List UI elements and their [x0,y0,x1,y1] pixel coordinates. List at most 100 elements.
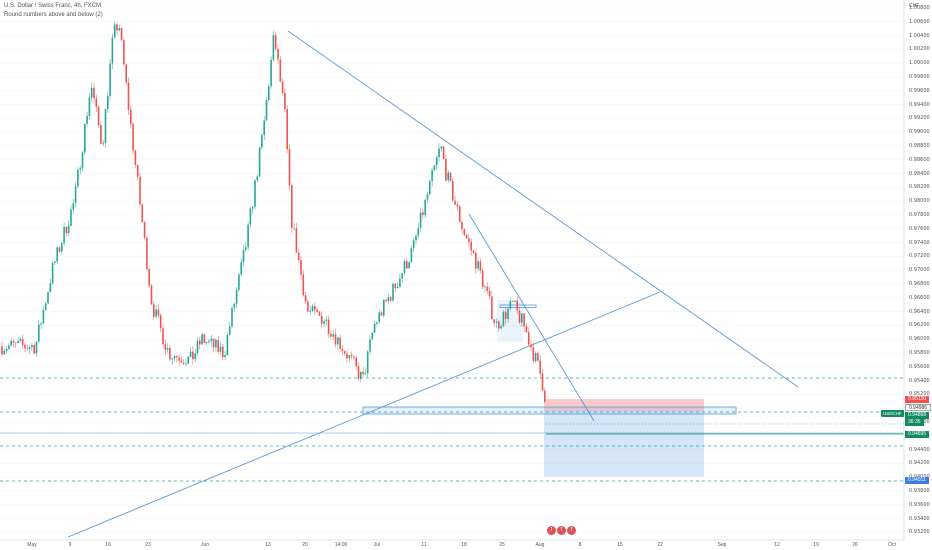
candle-body [442,146,445,159]
candle-body [426,194,429,200]
candle-body [518,310,521,323]
candle-body [408,262,410,269]
candle-body [383,299,385,316]
candle-body [54,261,56,263]
candle-body [484,286,486,288]
candle-body [10,340,12,346]
candle-body [316,309,318,312]
candle-body [371,332,374,340]
candle-body [511,301,514,302]
candle-body [180,360,183,363]
candle-body [491,296,493,320]
candle-body [113,24,116,38]
candle-body [447,172,449,181]
candle-body [141,204,144,223]
candle-body [111,37,114,64]
countdown-tag: 36:35 [905,419,924,426]
candle-body [456,204,459,207]
candle-body [268,86,270,101]
candle-body [314,306,316,310]
price-tick-label: 0.98000 [909,198,930,205]
price-tick-label: 0.95600 [909,363,930,370]
horizontal-levels[interactable] [0,377,904,482]
candle-body [355,357,357,366]
candle-body [509,301,512,309]
candle-body [125,64,127,83]
candle-body [148,269,150,286]
candle-body [153,304,155,317]
candle-body [307,301,309,312]
candle-body [537,353,539,361]
candle-body [102,142,104,144]
candle-body [357,365,360,379]
time-tick-label: 11 [421,542,427,548]
candle-body [392,283,394,301]
candle-body [458,206,461,222]
indicator-label[interactable]: Round numbers above and below (2) [4,12,103,18]
event-icon[interactable]: ! [547,526,556,535]
candle-body [104,108,107,143]
candle-body [242,249,245,263]
price-tick-label: 0.99200 [909,115,930,122]
time-tick-label: 15 [617,542,623,548]
candle-body [378,312,380,322]
candle-body [24,344,26,349]
candle-body [438,148,440,158]
price-tick-label: 0.96600 [909,294,930,301]
candle-body [544,390,546,402]
candle-body [61,243,63,252]
candle-body [346,353,348,359]
candle-body [327,319,330,334]
candle-body [401,273,403,279]
candle-body [247,224,249,248]
candle-body [323,320,325,324]
candle-body [309,310,311,312]
candle-body [272,35,275,60]
candle-body [189,351,192,357]
candle-body [100,125,102,144]
candle-body [465,234,468,239]
candle-body [493,319,495,323]
currency-label: CHF [909,3,920,9]
position-zones[interactable] [362,300,737,477]
candle-body [240,262,242,275]
event-icon[interactable]: ! [557,526,566,535]
candle-body [93,87,95,99]
price-tick-label: 0.97000 [909,267,930,274]
candle-body [302,274,305,296]
support-zone [362,406,737,415]
price-tick-label: 0.98600 [909,156,930,163]
candle-body [249,208,252,225]
candle-body [201,334,203,345]
candle-body [136,164,139,177]
trendlines[interactable] [67,30,799,538]
candle-body [84,123,86,153]
candle-body [120,28,123,40]
candle-body [226,334,229,356]
candle-body [38,324,40,342]
candle-body [412,240,415,249]
candle-body [212,338,215,348]
short-trendline [468,213,595,422]
candle-body [516,300,518,311]
candle-body [5,348,8,351]
price-tick-label: 1.00600 [909,18,930,25]
entry-price-tag: 0.94986 [905,404,932,411]
candle-body [534,353,537,361]
event-icon[interactable]: ! [567,526,576,535]
level-price-tag: 0.94695 [905,431,930,438]
price-tick-label: 0.93400 [909,515,930,522]
candle-body [532,347,535,361]
price-tick-label: 0.94200 [909,460,930,467]
candle-body [224,355,226,357]
candle-body [65,226,68,234]
candle-body [461,221,463,230]
candle-body [495,321,498,323]
candle-body [463,229,466,235]
time-tick-label: 18 [461,542,467,548]
candle-body [394,283,397,289]
price-tick-label: 1.00400 [909,32,930,39]
candle-body [300,260,302,275]
candle-body [123,39,125,65]
